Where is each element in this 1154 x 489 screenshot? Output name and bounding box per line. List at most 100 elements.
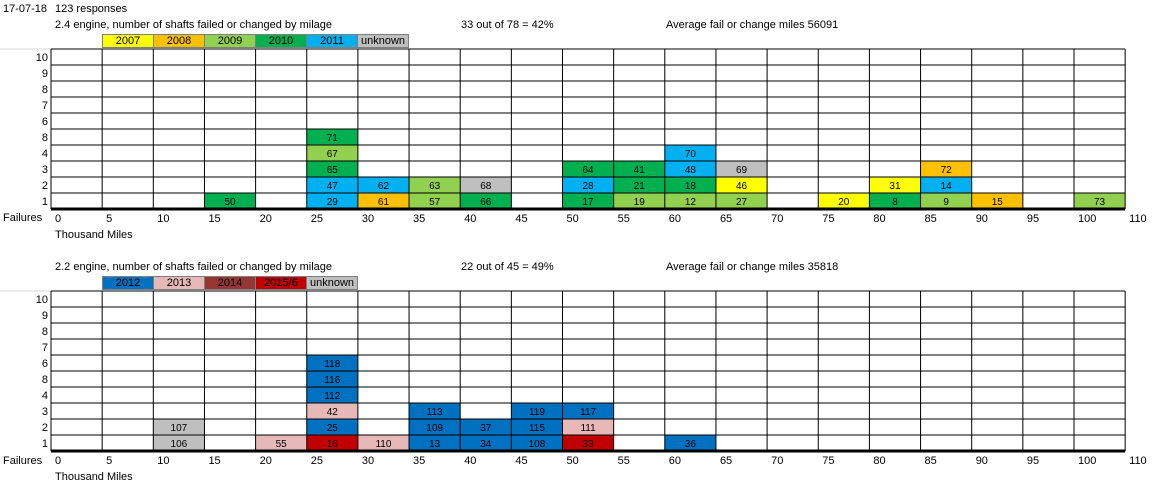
chart1-y-tick: 4 [42,148,48,160]
chart1-legend-2008: 2008 [153,34,205,48]
chart1-cell-label: 29 [327,197,339,208]
chart1-cell [920,161,972,177]
chart1-y-tick: 3 [42,164,48,176]
chart1-x-tick: 90 [976,213,988,225]
chart2-cell-label: 119 [529,407,545,418]
chart1-x-tick: 70 [771,213,783,225]
chart1-cell [920,193,972,209]
chart1-legend-unknown: unknown [357,34,409,48]
chart2-x-tick: 70 [771,455,783,467]
chart2-x-tick: 100 [1078,455,1096,467]
chart1-legend-2007: 2007 [102,34,154,48]
chart1-cell [409,177,461,193]
chart1-cell-label: 50 [224,197,236,208]
chart2-cell [306,419,358,435]
chart1-cell-label: 8 [892,197,898,208]
chart1-cell-label: 27 [736,197,748,208]
chart2-cell [562,403,614,419]
chart1-cell [920,177,972,193]
chart2-cell [460,419,512,435]
chart2-legend-2013: 2013 [153,276,205,290]
chart2-cell [460,435,512,451]
chart1-x-tick: 50 [567,213,579,225]
chart2-y-tick: 4 [42,390,48,402]
chart2-cell [409,403,461,419]
chart2-cell-label: 37 [480,423,492,434]
chart1-cell-label: 47 [327,181,339,192]
chart1-cell-label: 28 [583,181,595,192]
chart2-cell [409,435,461,451]
chart2-x-tick: 25 [311,455,323,467]
chart1-y-tick: 2 [42,180,48,192]
chart1-x-tick: 0 [55,213,61,225]
chart2-y-tick: 10 [36,294,48,306]
chart1-y-tick: 8 [42,84,48,96]
chart1-cell [357,177,410,193]
chart2-x-tick: 35 [413,455,425,467]
chart2-cell-label: 109 [426,423,443,434]
chart1-cell-label: 67 [327,149,339,160]
chart1-cell [818,193,870,209]
chart2-x-label: Thousand Miles [55,471,133,483]
chart1-title: 2.4 engine, number of shafts failed or c… [55,19,333,31]
chart2-cell-label: 55 [276,439,288,450]
chart2-x-tick: 20 [260,455,272,467]
chart1-cell-label: 64 [583,165,595,176]
chart1-x-tick: 10 [157,213,169,225]
chart1-cell-label: 73 [1094,197,1106,208]
chart2-x-tick: 85 [925,455,937,467]
chart1-x-tick: 20 [260,213,272,225]
chart1-cell-label: 66 [480,197,492,208]
chart1-x-tick: 40 [464,213,476,225]
chart2-cell-label: 110 [375,439,391,450]
chart2-cell [562,419,614,435]
chart2-cell-label: 116 [324,375,340,386]
chart1-x-tick: 55 [618,213,630,225]
chart2-x-tick: 95 [1027,455,1039,467]
chart1-cell-label: 46 [736,181,748,192]
chart1-x-tick: 65 [720,213,732,225]
chart1-y-tick: 6 [42,116,48,128]
chart1-cell [204,193,256,209]
chart1-cell-label: 14 [941,181,953,192]
chart1-x-tick: 30 [362,213,374,225]
chart1-cell-label: 31 [889,181,901,192]
chart2-cell [511,435,563,451]
chart2-cell-label: 16 [327,439,339,450]
chart1-cell-label: 70 [685,149,697,160]
chart1-x-tick: 100 [1078,213,1096,225]
chart1-cell-label: 62 [378,181,390,192]
chart1-cell-label: 9 [943,197,949,208]
chart1-cell-label: 65 [327,165,339,176]
chart1-x-tick: 25 [311,213,323,225]
chart2-cell-label: 107 [171,423,188,434]
chart1-cell-label: 15 [992,197,1004,208]
chart1-x-tick: 75 [822,213,834,225]
chart1-cell [460,193,512,209]
chart1-x-tick: 85 [925,213,937,225]
chart1-y-tick: 1 [42,196,48,208]
chart1-cell-label: 12 [685,197,697,208]
chart1-cell [613,177,665,193]
chart1-cell-label: 68 [480,181,492,192]
chart1-cell-label: 57 [429,197,441,208]
chart2-y-tick: 8 [42,326,48,338]
chart2-title: 2.2 engine, number of shafts failed or c… [55,261,333,273]
chart2-y-tick: 6 [42,358,48,370]
chart2-y-tick: 3 [42,406,48,418]
chart1-cell [971,193,1023,209]
chart2-stat: 22 out of 45 = 49% [461,261,554,273]
chart1-cell-label: 17 [583,197,595,208]
chart1-cell [715,177,768,193]
chart1-average: Average fail or change miles 56091 [666,19,839,31]
chart2-x-tick: 10 [157,455,169,467]
chart2-x-tick: 90 [976,455,988,467]
chart2-average: Average fail or change miles 35818 [666,261,839,273]
chart1-y-label: Failures [3,212,43,224]
chart2-cell-label: 118 [324,359,340,370]
chart2-cell [306,371,358,387]
chart1-cell [1074,193,1126,209]
chart1-cell-label: 19 [634,197,646,208]
chart1-cell-label: 48 [685,165,697,176]
chart1-cell [869,177,921,193]
